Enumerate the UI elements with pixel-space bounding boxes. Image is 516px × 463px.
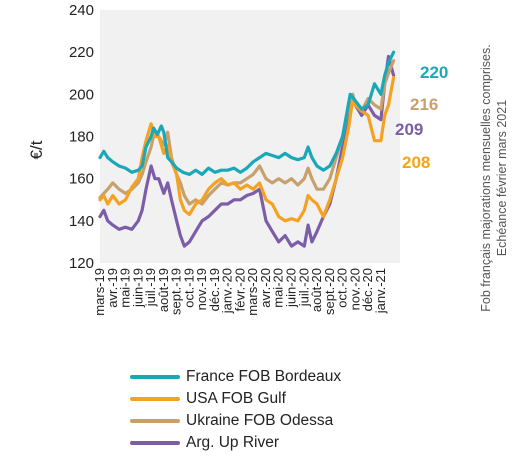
end-label: 209 <box>395 120 423 139</box>
y-tick-label: 160 <box>69 171 94 188</box>
y-tick-label: 240 <box>69 2 94 19</box>
x-tick-label: sept.-19 <box>169 268 184 315</box>
legend-item: France FOB Bordeaux <box>130 366 341 388</box>
x-tick-label: avr.-20 <box>258 268 273 308</box>
x-tick-label: juil.-19 <box>143 268 158 307</box>
y-tick-label: 200 <box>69 86 94 103</box>
x-tick-label: nov.-20 <box>347 268 362 310</box>
x-tick-label: oct.-20 <box>335 268 350 308</box>
legend-swatch <box>130 441 180 445</box>
legend-label: France FOB Bordeaux <box>186 368 342 385</box>
source-note: Fob français majorations mensuelles comp… <box>479 44 509 311</box>
x-tick-label: août-19 <box>156 268 171 312</box>
x-tick-label: févr.-20 <box>232 268 247 311</box>
series-line <box>98 50 396 176</box>
legend-label: Ukraine FOB Odessa <box>186 412 334 429</box>
legend-item: Arg. Up River <box>130 432 341 454</box>
legend-swatch <box>130 397 180 401</box>
y-tick-label: 180 <box>69 129 94 146</box>
x-tick-label: juin-20 <box>283 268 298 308</box>
y-tick-label: 220 <box>69 44 94 61</box>
x-tick-label: nov.-19 <box>194 268 209 310</box>
legend-item: Ukraine FOB Odessa <box>130 410 341 432</box>
y-axis-ticks: 120 140 160 180 200 220 240 <box>69 2 94 272</box>
y-tick-label: 140 <box>69 213 94 230</box>
x-axis-ticks: mars-19avr.-19mai-19juin-19juil.-19août-… <box>92 268 388 316</box>
x-tick-label: mars-20 <box>245 268 260 316</box>
note-line-2: Echéance février mars 2021 <box>495 100 509 256</box>
x-tick-label: mai-20 <box>271 268 286 308</box>
end-label: 216 <box>410 95 438 114</box>
series-line <box>98 75 396 223</box>
x-tick-label: janv.-21 <box>373 268 388 314</box>
series-lines <box>98 50 396 248</box>
legend: France FOB Bordeaux USA FOB Gulf Ukraine F… <box>130 366 341 454</box>
x-tick-label: janv.-20 <box>220 268 235 314</box>
x-tick-label: avr.-19 <box>105 268 120 308</box>
x-tick-label: juin-19 <box>130 268 145 308</box>
x-tick-label: oct.-19 <box>181 268 196 308</box>
x-tick-label: août-20 <box>309 268 324 312</box>
legend-label: Arg. Up River <box>186 434 280 451</box>
end-label: 220 <box>420 63 448 82</box>
end-label: 208 <box>402 153 430 172</box>
legend-item: USA FOB Gulf <box>130 388 341 410</box>
x-tick-label: déc.-20 <box>360 268 375 311</box>
x-tick-label: juil.-20 <box>296 268 311 307</box>
legend-swatch <box>130 375 180 379</box>
y-tick-label: 120 <box>69 255 94 272</box>
end-labels: 220 208 216 209 <box>395 63 448 172</box>
legend-swatch <box>130 419 180 423</box>
x-tick-label: mai-19 <box>118 268 133 308</box>
plot-background <box>100 10 400 263</box>
legend-label: USA FOB Gulf <box>186 390 286 407</box>
x-tick-label: sept.-20 <box>322 268 337 315</box>
note-line-1: Fob français majorations mensuelles comp… <box>479 44 493 311</box>
x-tick-label: déc.-19 <box>207 268 222 311</box>
y-axis-label: €/t <box>27 140 46 159</box>
x-tick-label: mars-19 <box>92 268 107 316</box>
